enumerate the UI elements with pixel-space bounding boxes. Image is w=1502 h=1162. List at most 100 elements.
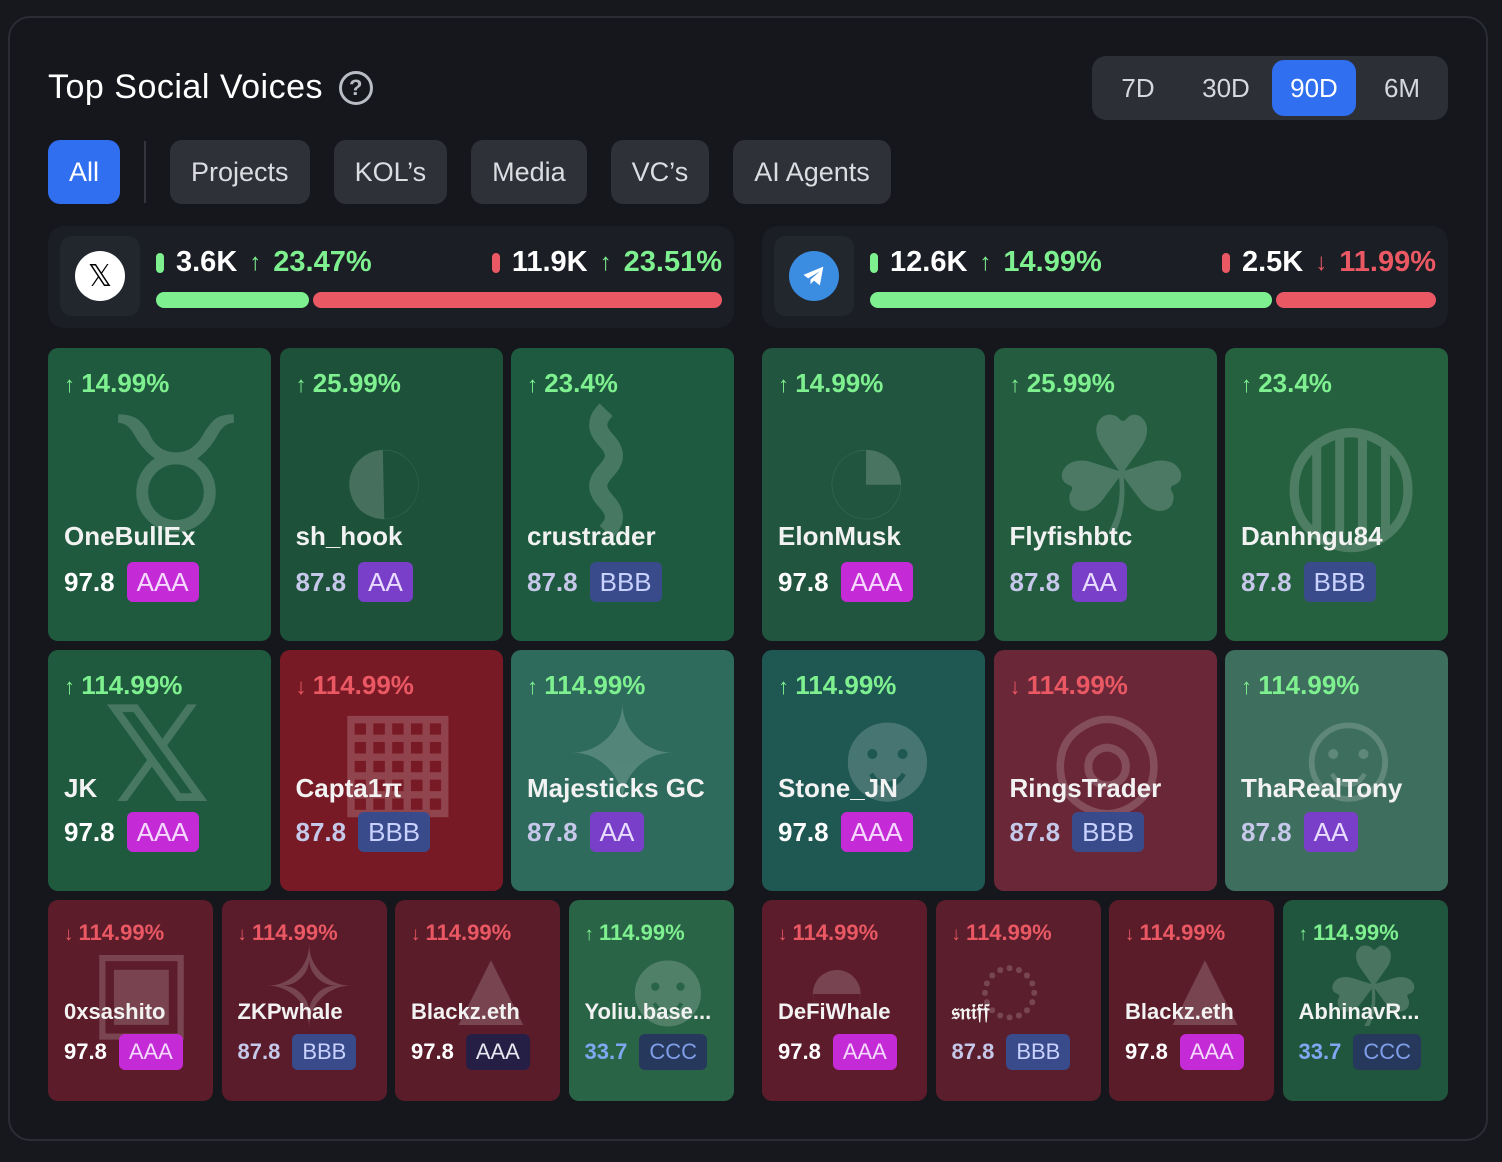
arrow-up-icon: ↑: [1009, 372, 1027, 397]
voice-card[interactable]: ☻ ↑ 114.99% Stone_JN 97.8 AAA: [762, 650, 985, 891]
voice-card[interactable]: ☘ ↑ 25.99% Flyfishbtc 87.8 AA: [993, 348, 1217, 641]
voice-card[interactable]: ◍ ↑ 23.4% Danhngu84 87.8 BBB: [1225, 348, 1448, 641]
change-indicator: ↓ 114.99%: [411, 920, 511, 946]
voice-card[interactable]: ✦ ↑ 114.99% Majesticks GC 87.8 AA: [511, 650, 734, 891]
rating-badge: AAA: [126, 812, 199, 852]
title-text: Top Social Voices: [48, 68, 323, 106]
voice-card[interactable]: ◓ ↓ 114.99% DeFiWhale 97.8 AAA: [762, 900, 927, 1101]
score-value: 87.8: [237, 1039, 281, 1064]
filter-divider: [144, 141, 147, 203]
bear-fill: [312, 292, 722, 308]
voice-name: Flyfishbtc: [1009, 521, 1133, 551]
rating-badge: CCC: [1353, 1034, 1421, 1070]
voice-card[interactable]: ☺ ↑ 114.99% ThaRealTony 87.8 AA: [1225, 650, 1448, 891]
filter-media[interactable]: Media: [471, 140, 587, 204]
arrow-up-icon: ↑: [1298, 923, 1314, 944]
range-30d[interactable]: 30D: [1202, 72, 1250, 103]
arrow-up-icon: ↑: [64, 372, 82, 397]
range-7d[interactable]: 7D: [1121, 72, 1155, 103]
arrow-down-icon: ↓: [951, 923, 967, 944]
change-value: 114.99%: [1313, 920, 1399, 945]
voice-name: AbhinavR...: [1298, 999, 1420, 1024]
voice-name: Yoliu.base...: [584, 999, 712, 1024]
voice-card[interactable]: ♉ ↑ 14.99% OneBullEx 97.8 AAA: [48, 348, 271, 641]
change-indicator: ↑ 114.99%: [527, 670, 645, 701]
voice-card[interactable]: ▦ ↓ 114.99% Capta1π 87.8 BBB: [279, 650, 503, 891]
arrow-up-icon: ↑: [249, 248, 262, 276]
change-indicator: ↓ 114.99%: [64, 920, 164, 946]
voice-card[interactable]: ⌇ ↑ 23.4% crustrader 87.8 BBB: [511, 348, 734, 641]
score-row: 87.8 BBB: [296, 812, 431, 852]
score-row: 87.8 BBB: [952, 1034, 1071, 1070]
voice-card[interactable]: ☻ ↑ 114.99% Yoliu.base... 33.7 CCC: [568, 900, 734, 1101]
change-indicator: ↑ 25.99%: [1010, 368, 1115, 399]
rating-badge: CCC: [639, 1034, 707, 1070]
voice-name: DeFiWhale: [778, 999, 891, 1024]
arrow-down-icon: ↓: [1125, 923, 1140, 944]
avatar-image: ☻: [817, 680, 958, 829]
score-row: 87.8 AA: [1010, 562, 1127, 602]
score-value: 87.8: [1009, 816, 1061, 847]
voice-card[interactable]: ▲ ↓ 114.99% Blackz.eth 97.8 AAA: [1109, 900, 1274, 1101]
voice-card[interactable]: ☘ ↑ 114.99% AbhinavR... 33.7 CCC: [1282, 900, 1448, 1101]
change-value: 114.99%: [78, 920, 165, 945]
bear-change: 11.99%: [1339, 246, 1436, 278]
arrow-up-icon: ↑: [778, 372, 796, 397]
filter-kols[interactable]: KOL’s: [333, 140, 448, 204]
voice-card[interactable]: ▣ ↓ 114.99% 0xsashito 97.8 AAA: [48, 900, 213, 1101]
score-value: 97.8: [778, 566, 829, 597]
avatar-image: ◎: [1049, 681, 1165, 830]
sentiment-values: 3.6K ↑ 23.47% 11.9K ↑ 23.51%: [156, 246, 722, 279]
avatar-image: ✦: [566, 681, 678, 830]
filter-all[interactable]: All: [48, 140, 121, 204]
change-value: 114.99%: [966, 920, 1052, 945]
bear-indicator: [1221, 252, 1230, 273]
avatar-image: ⌇: [566, 387, 646, 568]
platform-sentiment-card: 12.6K ↑ 14.99% 2.5K ↓ 11.99%: [762, 226, 1448, 328]
voice-card[interactable]: ◐ ↑ 25.99% sh_hook 87.8 AA: [279, 348, 503, 641]
rating-badge: AAA: [126, 562, 199, 602]
time-range-selector: 7D 30D 90D 6M: [1092, 56, 1448, 120]
score-row: 87.8 BBB: [1241, 562, 1376, 602]
score-value: 87.8: [527, 566, 578, 597]
arrow-up-icon: ↑: [527, 674, 545, 699]
bear-count: 11.9K: [511, 246, 588, 278]
score-value: 33.7: [1298, 1039, 1342, 1064]
bull-count: 12.6K: [890, 246, 968, 278]
question-circle-icon[interactable]: ?: [339, 70, 373, 105]
voice-card[interactable]: 𝕏 ↑ 114.99% JK 97.8 AAA: [48, 650, 271, 891]
voice-name: 0xsashito: [64, 999, 166, 1024]
filter-projects[interactable]: Projects: [170, 140, 310, 204]
avatar-image: 𝕏: [103, 681, 211, 830]
rating-badge: BBB: [358, 812, 431, 852]
bull-count: 3.6K: [176, 246, 238, 278]
platform-badge: [774, 236, 854, 316]
arrow-up-icon: ↑: [295, 372, 313, 397]
rating-badge: AAA: [832, 1034, 897, 1070]
voice-card[interactable]: ▲ ↓ 114.99% Blackz.eth 97.8 AAA: [395, 900, 560, 1101]
voice-card[interactable]: ✧ ↓ 114.99% ZKPwhale 87.8 BBB: [221, 900, 387, 1101]
voice-card[interactable]: ◌ ↓ 114.99% 𝔰𝔫𝔦𝔣𝔣 87.8 BBB: [935, 900, 1101, 1101]
score-value: 87.8: [1241, 816, 1292, 847]
bull-indicator: [156, 252, 164, 273]
change-indicator: ↑ 114.99%: [1299, 920, 1399, 946]
range-90d[interactable]: 90D: [1272, 60, 1356, 116]
voice-card[interactable]: ◎ ↓ 114.99% RingsTrader 87.8 BBB: [993, 650, 1217, 891]
score-row: 97.8 AAA: [778, 812, 913, 852]
voice-card[interactable]: ◔ ↑ 14.99% ElonMusk 97.8 AAA: [762, 348, 985, 641]
bear-fill: [1275, 292, 1436, 308]
bull-fill: [870, 292, 1272, 308]
score-value: 87.8: [295, 816, 347, 847]
score-value: 87.8: [1009, 566, 1061, 597]
range-6m[interactable]: 6M: [1383, 72, 1421, 103]
score-value: 97.8: [778, 816, 829, 847]
score-value: 87.8: [951, 1039, 995, 1064]
avatar-image: ◍: [1280, 387, 1422, 568]
change-indicator: ↓ 114.99%: [296, 670, 414, 701]
telegram-icon: [789, 251, 839, 301]
filter-vcs[interactable]: VC’s: [610, 140, 710, 204]
category-filters: All Projects KOL’s Media VC’s AI Agents: [48, 140, 891, 204]
filter-aiagents[interactable]: AI Agents: [733, 140, 891, 204]
avatar-image: ◐: [335, 385, 433, 566]
rating-badge: BBB: [589, 562, 662, 602]
